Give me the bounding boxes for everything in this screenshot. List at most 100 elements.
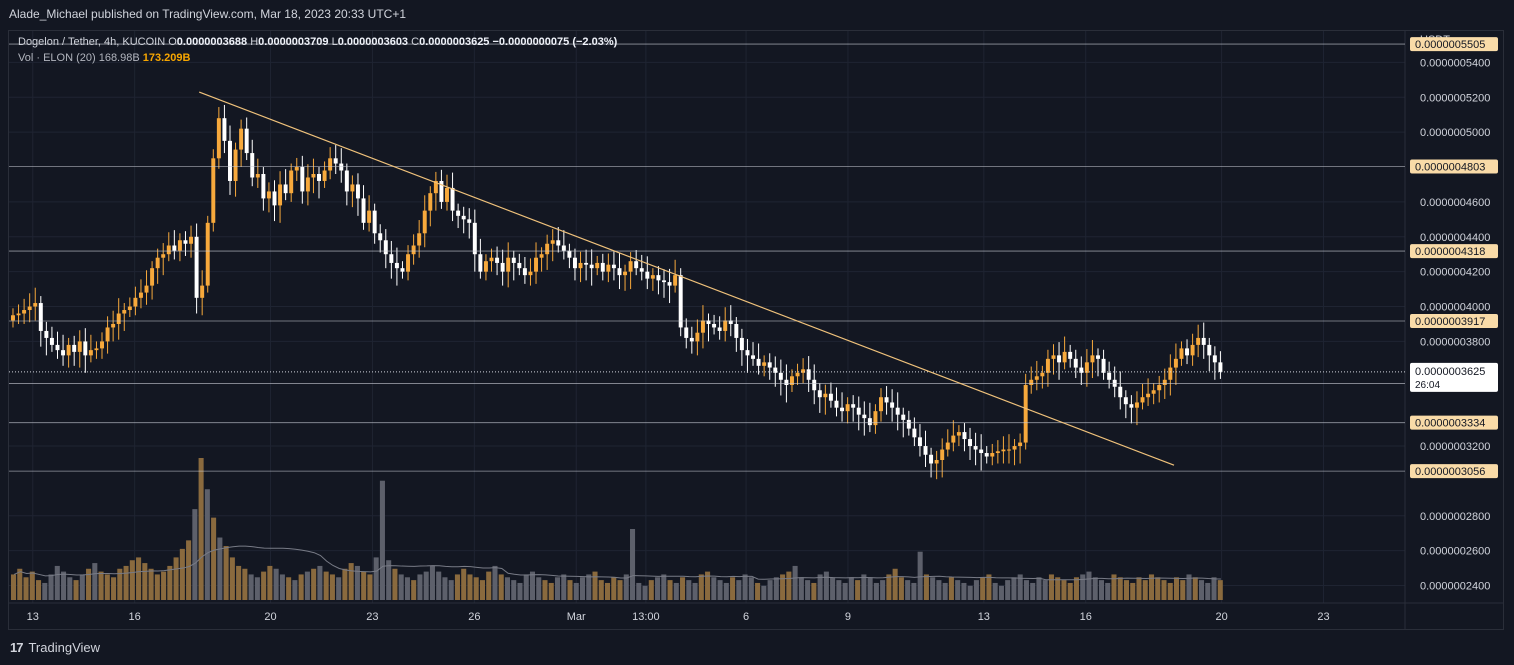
volume-bar: [842, 582, 848, 600]
candle-body: [951, 435, 956, 443]
candle-body: [973, 446, 978, 450]
volume-bar: [286, 577, 292, 600]
candle-body: [912, 428, 917, 438]
candle-body: [773, 367, 778, 373]
volume-bar: [898, 577, 904, 600]
volume-bar: [1061, 580, 1067, 600]
y-tick-label: 0.0000005000: [1420, 127, 1490, 139]
volume-bar: [823, 571, 829, 600]
y-tick-label: 0.0000004600: [1420, 197, 1490, 209]
volume-bar: [692, 582, 698, 600]
volume-bar: [48, 574, 54, 600]
candle-body: [1185, 348, 1190, 356]
candle-body: [138, 292, 143, 298]
candle-body: [177, 240, 182, 251]
volume-bar: [73, 580, 79, 600]
level-badge: [1410, 464, 1498, 479]
volume-bar: [1073, 577, 1079, 600]
candle-body: [489, 257, 494, 262]
volume-bar: [454, 574, 460, 600]
volume-bar: [273, 568, 279, 600]
footer-brand[interactable]: 17 TradingView: [10, 640, 100, 655]
volume-bar: [511, 580, 517, 600]
candle-body: [439, 180, 444, 202]
volume-bar: [461, 568, 467, 600]
volume-bar: [1173, 577, 1180, 600]
candle-body: [200, 285, 205, 298]
change-value: −0.0000000075 (−2.03%): [492, 36, 618, 48]
volume-bar: [411, 580, 417, 600]
volume-bar: [398, 574, 404, 600]
candle-body: [1051, 355, 1056, 359]
candle-body: [862, 414, 867, 419]
level-badge: [1410, 415, 1498, 430]
x-tick-label: 13:00: [632, 611, 660, 623]
candle-body: [1173, 358, 1178, 368]
candle-body: [1062, 351, 1067, 363]
volume-bar: [317, 565, 323, 600]
volume-bar: [742, 574, 748, 600]
volume-bar: [1192, 577, 1198, 600]
candle-body: [650, 275, 655, 279]
candle-body: [578, 262, 583, 269]
volume-bar: [23, 577, 29, 600]
candle-body: [278, 184, 283, 206]
candle-body: [595, 262, 600, 269]
candle-body: [1129, 404, 1134, 408]
volume-bar: [873, 582, 879, 600]
level-badge: [1410, 159, 1498, 174]
candle-body: [244, 128, 249, 154]
volume-bar: [561, 574, 567, 600]
volume-bar: [642, 585, 648, 600]
candle-body: [389, 254, 394, 263]
volume-bar: [67, 577, 73, 600]
volume-bar: [773, 577, 779, 600]
candle-body: [851, 404, 856, 408]
candle-body: [417, 233, 422, 246]
volume-bar: [311, 568, 317, 600]
volume-bar: [154, 574, 160, 600]
candle-body: [183, 240, 188, 244]
volume-bar: [373, 557, 379, 600]
volume-bar: [11, 574, 17, 600]
candle-body: [1057, 355, 1062, 363]
level-badge-label: 0.0000003334: [1415, 418, 1485, 430]
volume-bar: [361, 571, 367, 600]
candle-body: [367, 210, 372, 223]
candle-body: [333, 158, 338, 164]
candle-body: [572, 257, 577, 269]
candle-body: [1218, 362, 1223, 372]
volume-bar: [1148, 574, 1155, 600]
candle-body: [1123, 397, 1128, 405]
volume-bar: [836, 580, 842, 600]
candle-body: [840, 407, 845, 412]
volume-bar: [923, 574, 929, 600]
candle-body: [1034, 376, 1039, 380]
volume-bar: [930, 577, 936, 600]
chart-frame: [8, 30, 1504, 630]
volume-bar: [661, 574, 667, 600]
candle-body: [272, 191, 277, 206]
publisher-line: Alade_Michael published on TradingView.c…: [9, 7, 407, 21]
high-value: 0.0000003709: [258, 36, 329, 48]
candle-body: [700, 320, 705, 333]
volume-bar: [298, 574, 304, 600]
candle-body: [645, 271, 650, 279]
x-tick-label: 23: [366, 611, 378, 623]
y-tick-label: 0.0000004000: [1420, 302, 1490, 314]
volume-bar: [548, 582, 554, 600]
candle-body: [361, 198, 366, 223]
candle-body: [684, 327, 689, 338]
y-tick-label: 0.0000003200: [1420, 441, 1490, 453]
volume-bar: [880, 580, 886, 600]
candle-body: [317, 174, 321, 181]
y-tick-label: 0.0000004400: [1420, 232, 1490, 244]
volume-bar: [711, 577, 717, 600]
current-price-badge: [1410, 362, 1498, 392]
candle-body: [890, 402, 895, 408]
volume-bar: [504, 577, 511, 600]
candle-body: [378, 233, 383, 241]
candle-body: [778, 372, 783, 380]
candle-body: [127, 306, 132, 311]
